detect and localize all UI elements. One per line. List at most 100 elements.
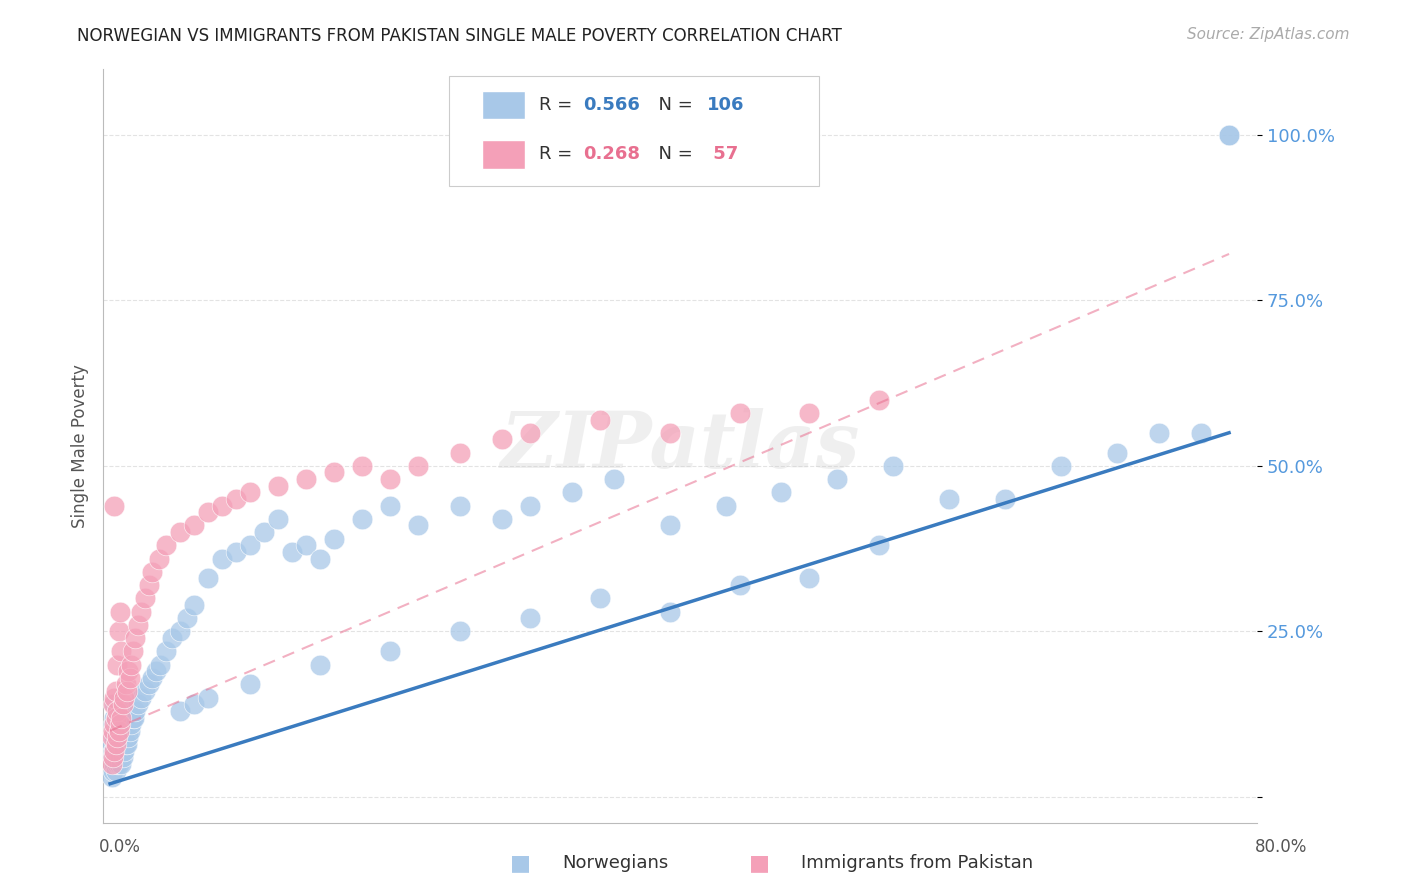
- Point: [169, 624, 191, 639]
- Point: [103, 744, 125, 758]
- Text: N =: N =: [647, 96, 699, 114]
- Point: [138, 578, 160, 592]
- Point: [104, 764, 127, 778]
- Point: [148, 551, 170, 566]
- Text: ■: ■: [749, 854, 769, 873]
- FancyBboxPatch shape: [482, 140, 526, 169]
- Point: [183, 698, 205, 712]
- Point: [104, 723, 127, 738]
- Point: [117, 664, 139, 678]
- Point: [110, 737, 132, 751]
- Text: Source: ZipAtlas.com: Source: ZipAtlas.com: [1187, 27, 1350, 42]
- Point: [108, 717, 131, 731]
- Point: [111, 750, 134, 764]
- Point: [561, 485, 583, 500]
- Point: [105, 731, 128, 745]
- Point: [134, 684, 156, 698]
- Point: [658, 518, 681, 533]
- Point: [350, 512, 373, 526]
- Point: [105, 704, 128, 718]
- Point: [169, 704, 191, 718]
- Point: [1218, 128, 1240, 142]
- Point: [104, 737, 127, 751]
- Point: [105, 731, 128, 745]
- Point: [105, 756, 128, 771]
- Point: [101, 698, 124, 712]
- Point: [322, 532, 344, 546]
- Point: [120, 657, 142, 672]
- Text: 0.566: 0.566: [583, 96, 640, 114]
- Point: [108, 750, 131, 764]
- Point: [1189, 425, 1212, 440]
- Point: [994, 491, 1017, 506]
- Point: [449, 624, 471, 639]
- Point: [107, 723, 129, 738]
- Point: [124, 704, 146, 718]
- Y-axis label: Single Male Poverty: Single Male Poverty: [72, 364, 89, 528]
- Point: [378, 472, 401, 486]
- Point: [104, 710, 127, 724]
- Point: [211, 551, 233, 566]
- Point: [108, 737, 131, 751]
- Point: [295, 472, 318, 486]
- Point: [127, 617, 149, 632]
- Point: [105, 744, 128, 758]
- Point: [1107, 445, 1129, 459]
- Text: Norwegians: Norwegians: [562, 855, 669, 872]
- Point: [309, 657, 332, 672]
- Text: 0.0%: 0.0%: [98, 838, 141, 855]
- Point: [827, 472, 849, 486]
- Point: [112, 744, 135, 758]
- Point: [938, 491, 960, 506]
- Text: ZIPatlas: ZIPatlas: [501, 408, 860, 484]
- Point: [111, 731, 134, 745]
- Point: [105, 657, 128, 672]
- Point: [197, 505, 219, 519]
- Text: 0.268: 0.268: [583, 145, 640, 163]
- Point: [117, 731, 139, 745]
- Point: [104, 710, 127, 724]
- Point: [350, 458, 373, 473]
- Point: [129, 690, 152, 705]
- Point: [107, 717, 129, 731]
- Point: [183, 598, 205, 612]
- Point: [149, 657, 172, 672]
- Point: [868, 392, 890, 407]
- Point: [115, 737, 138, 751]
- Point: [114, 677, 136, 691]
- Point: [101, 744, 124, 758]
- Point: [138, 677, 160, 691]
- Point: [406, 518, 429, 533]
- Point: [197, 690, 219, 705]
- Point: [449, 499, 471, 513]
- Point: [103, 717, 125, 731]
- Point: [122, 710, 145, 724]
- Point: [1147, 425, 1170, 440]
- Point: [103, 698, 125, 712]
- Point: [103, 499, 125, 513]
- Point: [714, 499, 737, 513]
- Point: [118, 723, 141, 738]
- Point: [176, 611, 198, 625]
- Point: [110, 723, 132, 738]
- Point: [108, 710, 131, 724]
- Point: [295, 538, 318, 552]
- Point: [100, 756, 122, 771]
- Point: [211, 499, 233, 513]
- Point: [101, 750, 124, 764]
- Point: [281, 545, 304, 559]
- Point: [406, 458, 429, 473]
- Point: [129, 605, 152, 619]
- Point: [134, 591, 156, 606]
- FancyBboxPatch shape: [482, 91, 526, 120]
- Point: [183, 518, 205, 533]
- Point: [225, 545, 247, 559]
- Point: [114, 717, 136, 731]
- Text: 80.0%: 80.0%: [1256, 838, 1308, 855]
- Point: [160, 631, 183, 645]
- Point: [378, 499, 401, 513]
- Point: [104, 684, 127, 698]
- Point: [799, 571, 821, 585]
- Point: [105, 704, 128, 718]
- Point: [155, 644, 177, 658]
